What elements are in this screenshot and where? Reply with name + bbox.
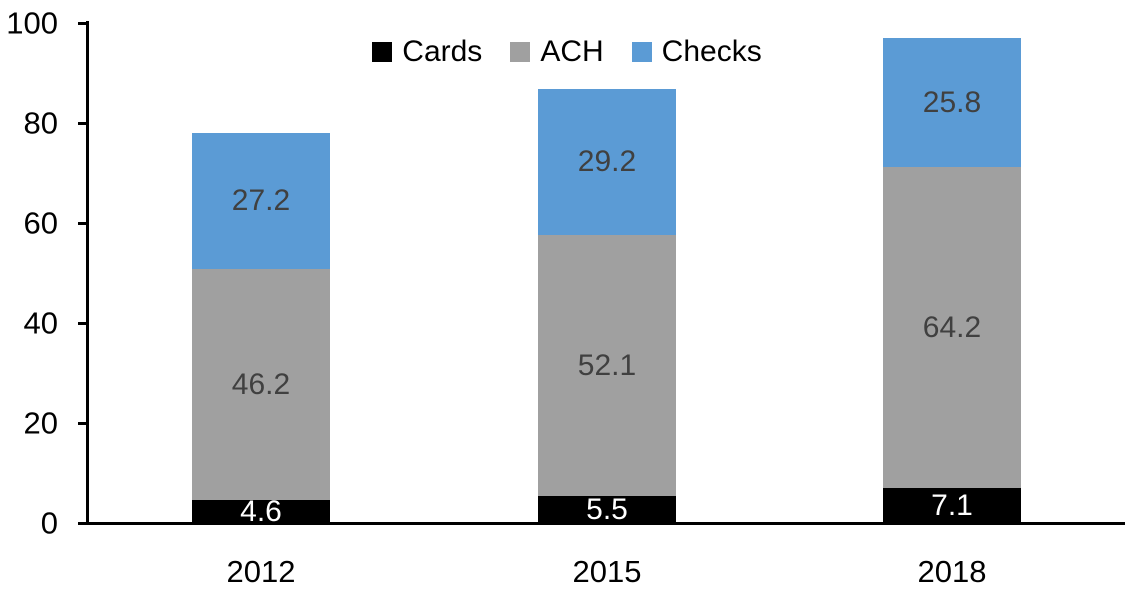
legend-swatch-ach [510, 42, 531, 62]
bar-segment-cards-2015: 5.5 [538, 493, 676, 526]
bar-segment-ach-2012: 46.2 [192, 269, 330, 500]
legend-item-ach: ACH [510, 35, 604, 68]
y-axis-line [86, 21, 89, 525]
y-axis-tick-label: 20 [23, 405, 58, 441]
bar-segment-ach-2015: 52.1 [538, 235, 676, 496]
bar-segment-checks-2015: 29.2 [538, 89, 676, 235]
y-axis-tick-label: 40 [23, 305, 58, 341]
y-axis-tick [78, 322, 88, 325]
bar-segment-label: 52.1 [577, 348, 637, 382]
bar-segment-label: 46.2 [231, 367, 291, 401]
legend-swatch-checks [631, 42, 652, 62]
legend-label-cards: Cards [402, 35, 483, 68]
x-category-label-2015: 2015 [572, 554, 642, 589]
bar-segment-label: 64.2 [922, 310, 982, 344]
bar-segment-label: 7.1 [931, 489, 973, 522]
legend: Cards ACH Checks [0, 36, 1134, 68]
y-axis-tick-label: 100 [6, 5, 58, 41]
legend-swatch-cards [372, 42, 393, 62]
y-axis-tick-label: 0 [40, 505, 58, 541]
legend-label-ach: ACH [540, 35, 604, 68]
y-axis-tick-label: 80 [23, 105, 58, 141]
bar-segment-label: 25.8 [922, 85, 982, 119]
y-axis-tick [78, 222, 88, 225]
bar-segment-checks-2018: 25.8 [883, 38, 1021, 167]
bar-segment-checks-2012: 27.2 [192, 133, 330, 269]
x-category-label-2012: 2012 [226, 554, 296, 589]
x-category-label-2018: 2018 [917, 554, 987, 589]
bar-segment-cards-2012: 4.6 [192, 496, 330, 526]
y-axis-tick [78, 122, 88, 125]
legend-item-cards: Cards [372, 37, 482, 67]
bar-segment-label: 27.2 [231, 184, 291, 217]
bar-segment-label: 4.6 [240, 494, 282, 528]
y-axis-tick [78, 422, 88, 425]
legend-label-checks: Checks [661, 35, 762, 68]
bar-segment-label: 29.2 [577, 145, 637, 178]
bar-segment-label: 5.5 [586, 493, 628, 526]
y-axis-tick-label: 60 [23, 205, 58, 241]
bar-segment-ach-2018: 64.2 [883, 167, 1021, 488]
bar-segment-cards-2018: 7.1 [883, 488, 1021, 524]
legend-item-checks: Checks [631, 35, 762, 68]
y-axis-tick [78, 22, 88, 25]
